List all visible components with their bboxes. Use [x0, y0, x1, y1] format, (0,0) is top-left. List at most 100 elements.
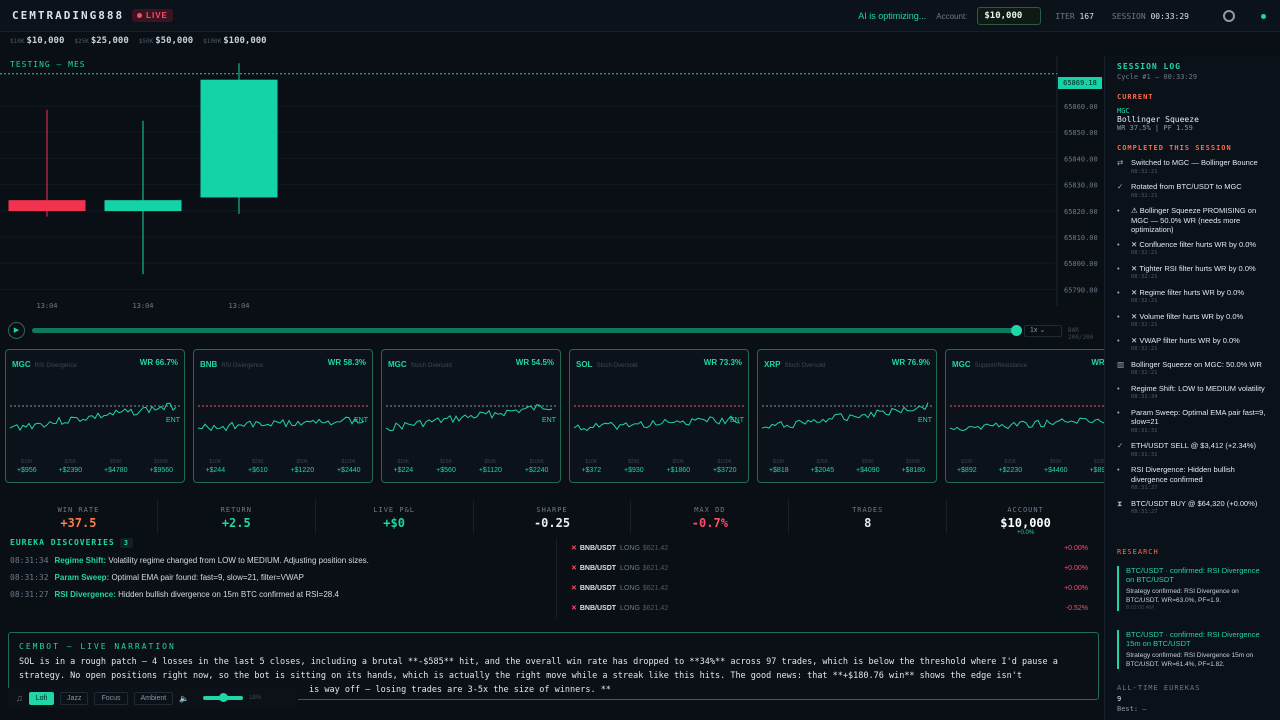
log-time: 08:32:21 [1131, 370, 1158, 376]
loss-icon: ✕ [571, 605, 577, 612]
log-text: ✕ VWAP filter hurts WR by 0.0% 08:32:21 [1131, 336, 1240, 355]
music-mode-lofi[interactable]: Lofi [28, 691, 55, 705]
speed-select[interactable]: 1x ⌄ [1024, 325, 1062, 337]
play-icon[interactable]: ▶ [8, 322, 25, 339]
candle-body [104, 200, 182, 212]
candle-body [8, 200, 86, 212]
log-time: 08:32:21 [1131, 168, 1158, 175]
log-item: • ✕ VWAP filter hurts WR by 0.0% 08:32:21 [1117, 336, 1268, 355]
account-label: Account: [936, 11, 968, 21]
loss-icon: ✕ [571, 545, 577, 552]
card-pnl: $100K +$2240 [524, 459, 549, 474]
discoveries-count: 3 [119, 538, 133, 548]
stat-label: SHARPE [536, 506, 568, 514]
account-preset-2[interactable]: $50K $50,000 [138, 36, 194, 46]
log-text: ✕ Regime filter hurts WR by 0.0% 08:32:21 [1131, 288, 1244, 307]
discovery-key: RSI Divergence: [54, 590, 116, 599]
volume-slider[interactable] [203, 693, 244, 702]
trade-row[interactable]: ✕ BNB/USDT LONG $621.42 +0.00% [557, 578, 1096, 598]
log-text: Regime Shift: LOW to MEDIUM volatility 08… [1131, 384, 1265, 403]
stat-win-rate: WIN RATE +37.5 [0, 500, 158, 534]
playback-track[interactable] [32, 328, 1022, 333]
card-pnl-row: $10K +$244 $25K +$610 $50K +$1220 $100K +$2440 [194, 459, 372, 474]
card-pnl: $25K +$930 [623, 459, 644, 474]
card-win-rate: WR 54.5% [515, 358, 554, 367]
trade-direction: LONG [620, 564, 640, 572]
card-pnl: $25K +$2230 [998, 459, 1023, 474]
account-preset-1[interactable]: $25K $25,000 [74, 36, 129, 46]
discovery-key: Regime Shift: [54, 556, 107, 565]
playback-bar: ▶ 1x ⌄ BAR 200/200 [8, 322, 1102, 341]
discovery-item: 08:31:34 Regime Shift: Volatility regime … [10, 556, 369, 565]
trade-direction: LONG [620, 604, 640, 612]
card-strategy: Stoch Oversold [784, 363, 826, 369]
stat-account: ACCOUNT $10,000 +0.0% [947, 500, 1104, 536]
strategy-card[interactable]: MGC Stoch Oversold WR 54.5% ENT $10K +$224 $25… [381, 349, 561, 483]
card-sparkline [949, 405, 1105, 432]
log-icon: • [1117, 311, 1120, 321]
eureka-discoveries: EUREKA DISCOVERIES 3 08:31:34 Regime Shift… [10, 538, 550, 599]
log-item: ▥ Bollinger Squeeze on MGC: 50.0% WR 08:32… [1117, 360, 1268, 379]
trade-row[interactable]: ✕ BNB/USDT LONG $621.42 -0.52% [557, 598, 1096, 618]
mute-icon[interactable]: 🔈 [179, 693, 190, 703]
card-sparkline [385, 404, 558, 432]
playback-thumb[interactable] [1011, 325, 1022, 336]
account-select[interactable]: $10,000 [977, 7, 1042, 25]
settings-gear-icon[interactable] [1223, 10, 1235, 22]
card-win-rate: WR 73.3% [703, 358, 742, 367]
x-tick-label: 13:04 [132, 302, 153, 310]
card-pnl-row: $10K +$372 $25K +$930 $50K +$1860 $100K +$3720 [570, 459, 748, 474]
trade-row[interactable]: ✕ BNB/USDT LONG $621.42 +0.00% [557, 558, 1096, 578]
stat-value: -0.7% [691, 516, 728, 530]
card-sparkline [9, 402, 182, 432]
log-text: ETH/USDT SELL @ $3,412 (+2.34%) 08:31:31 [1131, 441, 1256, 460]
log-item: • ✕ Regime filter hurts WR by 0.0% 08:32:2… [1117, 288, 1268, 307]
log-icon: • [1117, 287, 1120, 297]
card-strategy: Stoch Oversold [410, 363, 452, 369]
stat-value: +37.5 [60, 516, 97, 530]
music-mode-ambient[interactable]: Ambient [133, 691, 174, 705]
music-mode-jazz[interactable]: Jazz [60, 691, 89, 705]
strategy-card[interactable]: XRP Stoch Oversold WR 76.9% ENT $10K +$818 $25… [757, 349, 937, 483]
strategy-card[interactable]: SOL Stoch Oversold WR 73.3% ENT $10K +$372 $25… [569, 349, 749, 483]
card-pnl: $50K +$1860 [666, 459, 691, 474]
card-pnl: $10K +$224 [393, 459, 414, 474]
connection-status-icon [1261, 13, 1266, 19]
discovery-item: 08:31:27 RSI Divergence: Hidden bullish d… [10, 590, 339, 599]
research-item[interactable]: BTC/USDT · confirmed: RSI Divergence on … [1117, 566, 1267, 611]
card-pnl: $100K +$9560 [149, 459, 174, 474]
card-pnl: $100K +$3720 [712, 459, 737, 474]
trade-pct: +0.00% [1064, 584, 1088, 592]
card-win-rate: WR 76.9% [891, 358, 930, 367]
card-symbol: BNB RSI Divergence [200, 360, 264, 369]
trade-row[interactable]: ✕ BNB/USDT LONG $621.42 +0.00% [557, 538, 1096, 558]
entry-marker: ENT [354, 417, 368, 424]
y-tick-label: 65850.00 [1064, 129, 1098, 137]
strategy-card[interactable]: BNB RSI Divergence WR 58.3% ENT $10K +$244 $25… [193, 349, 373, 483]
bar-counter: BAR 200/200 [1068, 327, 1094, 341]
strategy-card[interactable]: MGC RSI Divergence WR 66.7% ENT $10K +$956 $25… [5, 349, 185, 483]
trade-pct: -0.52% [1065, 604, 1088, 612]
card-pnl: $100K +$8180 [901, 459, 926, 474]
completed-heading: COMPLETED THIS SESSION [1117, 144, 1232, 152]
research-body: Strategy confirmed: RSI Divergence 15m o… [1126, 652, 1254, 668]
log-item: • RSI Divergence: Hidden bullish divergen… [1117, 465, 1268, 494]
stat-max-dd: MAX DD -0.7% [631, 500, 790, 534]
research-title: BTC/USDT · confirmed: RSI Divergence on … [1126, 566, 1260, 584]
music-mode-focus[interactable]: Focus [94, 691, 128, 705]
trade-direction: LONG [620, 584, 640, 592]
log-time: 08:32:21 [1131, 192, 1158, 199]
account-preset-3[interactable]: $100K $100,000 [203, 36, 267, 46]
log-text: Switched to MGC — Bollinger Bounce 08:32:… [1131, 158, 1258, 177]
log-time: 08:31:34 [1131, 394, 1158, 400]
card-pnl: $10K +$892 [956, 459, 977, 474]
y-tick-label: 65860.00 [1064, 103, 1098, 111]
stat-sub: +0.0% [1016, 530, 1035, 536]
all-time-eurekas: ALL-TIME EUREKAS 9 Best: — [1117, 684, 1201, 713]
account-preset-0[interactable]: $10K $10,000 [10, 36, 65, 46]
log-time: 08:31:27 [1131, 509, 1158, 515]
research-item[interactable]: BTC/USDT · confirmed: RSI Divergence 15m… [1117, 630, 1267, 669]
log-icon: ✓ [1117, 441, 1124, 450]
discoveries-title: EUREKA DISCOVERIES 3 [10, 538, 550, 548]
